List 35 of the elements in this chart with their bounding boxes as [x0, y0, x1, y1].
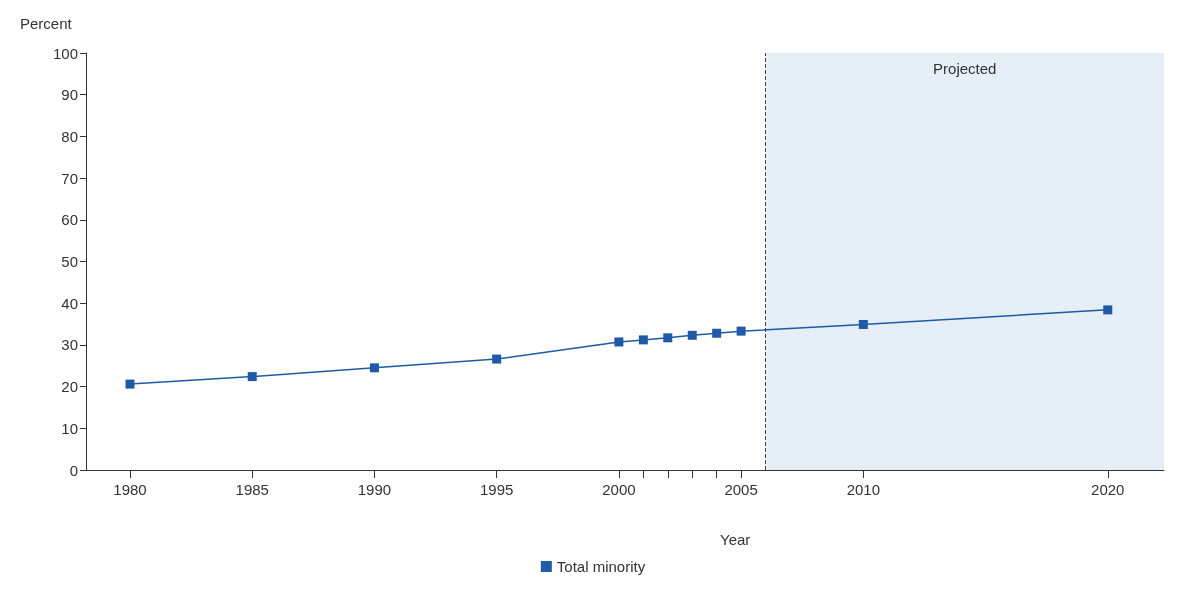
x-tick-label: 2005 — [724, 481, 758, 498]
point — [663, 333, 673, 343]
x-tick-label: 1995 — [479, 481, 514, 498]
y-tick-label: 60 — [61, 211, 78, 229]
x-tick-label: 2020 — [1091, 481, 1125, 498]
y-axis-title: Percent — [20, 15, 73, 32]
point — [1103, 305, 1113, 315]
y-tick-label: 100 — [52, 44, 78, 62]
x-tick-label: 2010 — [846, 481, 881, 498]
x-axis-title: Year — [720, 531, 751, 548]
y-tick-label: 70 — [61, 169, 78, 187]
y-tick-label: 0 — [69, 461, 78, 479]
x-tick-label: 1990 — [357, 481, 392, 498]
point — [736, 326, 746, 336]
x-tick-label: 1985 — [235, 481, 269, 498]
x-tick-label: 1980 — [113, 481, 147, 498]
point — [247, 372, 257, 382]
point — [858, 319, 868, 329]
y-tick-label: 10 — [61, 419, 78, 437]
point — [712, 328, 722, 338]
point — [687, 330, 697, 340]
x-tick-label: 2000 — [602, 481, 636, 498]
legend-label: Total minority — [556, 558, 646, 575]
point — [369, 363, 379, 373]
point — [492, 354, 502, 364]
point — [614, 337, 624, 347]
point — [638, 335, 648, 345]
point — [125, 379, 135, 389]
y-tick-label: 40 — [61, 294, 78, 312]
y-tick-label: 90 — [61, 86, 78, 104]
band-label: Projected — [933, 60, 997, 77]
y-tick-label: 20 — [61, 378, 78, 396]
y-tick-label: 30 — [61, 336, 78, 354]
y-tick-label: 80 — [61, 127, 78, 145]
y-tick-label: 50 — [61, 253, 78, 270]
